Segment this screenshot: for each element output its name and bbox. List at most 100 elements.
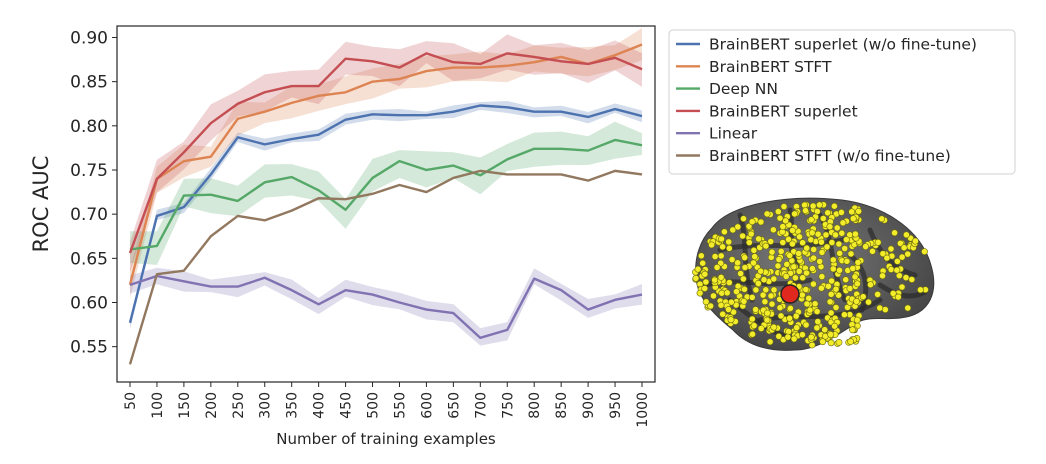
electrode	[779, 223, 787, 230]
electrode	[789, 240, 796, 248]
electrode	[782, 217, 789, 225]
electrode	[770, 275, 778, 283]
electrode	[759, 291, 767, 299]
electrode	[748, 293, 756, 301]
electrode	[887, 245, 895, 253]
electrode	[803, 244, 811, 252]
electrode	[748, 315, 756, 323]
y-tick-label: 0.80	[70, 117, 108, 137]
electrode	[755, 235, 762, 243]
series-lines	[128, 43, 643, 365]
electrode	[777, 312, 785, 320]
x-tick-label: 200	[204, 392, 220, 419]
legend: BrainBERT superlet (w/o fine-tune) BrainB…	[676, 36, 977, 165]
electrode	[869, 247, 876, 255]
electrode	[818, 284, 825, 292]
y-tick-label: 0.90	[70, 28, 108, 48]
electrode	[801, 201, 808, 209]
brain-electrode-inset	[692, 197, 935, 351]
electrode	[775, 256, 783, 263]
electrode	[799, 274, 807, 282]
electrode	[757, 267, 765, 275]
electrode	[792, 274, 799, 282]
electrode	[816, 258, 824, 265]
electrode	[818, 273, 826, 280]
electrode	[802, 321, 810, 329]
electrode	[855, 207, 862, 215]
electrode	[854, 259, 862, 266]
electrode	[763, 316, 771, 324]
electrode	[897, 239, 904, 247]
electrode	[721, 228, 728, 236]
electrode	[829, 256, 837, 264]
x-tick-label: 450	[339, 392, 355, 419]
x-tick-label: 350	[285, 392, 301, 419]
electrode	[727, 316, 735, 324]
series-line	[129, 138, 643, 251]
electrode	[776, 214, 784, 222]
brain-sulcus	[877, 282, 928, 299]
electrode	[903, 231, 910, 239]
electrode	[823, 243, 831, 251]
y-tick-label: 0.70	[70, 205, 108, 225]
electrode	[749, 330, 756, 338]
electrode	[750, 246, 758, 254]
electrode	[727, 298, 735, 306]
electrode	[733, 288, 740, 295]
electrode	[762, 242, 770, 250]
electrode	[718, 235, 725, 243]
electrode	[692, 274, 700, 282]
electrode	[819, 215, 827, 222]
legend-label: BrainBERT superlet	[709, 102, 858, 120]
electrode	[701, 285, 709, 292]
electrode	[827, 309, 835, 317]
electrode	[851, 273, 859, 281]
electrode	[836, 249, 844, 257]
electrode	[747, 230, 755, 238]
electrode	[740, 215, 747, 223]
electrode	[881, 306, 889, 313]
electrode	[832, 285, 840, 293]
electrode	[891, 229, 898, 237]
electrode	[741, 264, 749, 271]
electrode	[779, 239, 787, 246]
electrode	[893, 266, 901, 274]
x-tick-label: 550	[392, 392, 408, 419]
electrode	[723, 289, 731, 297]
electrode	[912, 237, 919, 245]
electrode	[770, 226, 777, 234]
series-line	[128, 104, 643, 324]
electrode	[708, 241, 715, 249]
x-tick-label: 50	[123, 392, 139, 410]
electrode	[792, 312, 800, 320]
x-tick-label: 650	[446, 392, 462, 419]
legend-label: BrainBERT STFT (w/o fine-tune)	[709, 147, 951, 165]
electrode	[809, 265, 816, 272]
electrode	[783, 260, 791, 268]
electrode	[849, 215, 857, 222]
electrode	[879, 250, 887, 258]
electrode	[694, 265, 702, 273]
legend-label: Linear	[709, 125, 758, 143]
electrode	[835, 240, 843, 248]
electrode	[831, 322, 838, 330]
electrode	[734, 259, 741, 267]
electrode	[793, 324, 801, 332]
electrode	[828, 239, 836, 246]
electrode	[770, 286, 778, 294]
x-tick-label: 600	[419, 392, 435, 419]
x-tick-label: 800	[527, 392, 543, 419]
electrode	[805, 294, 813, 302]
electrode	[813, 308, 821, 315]
x-tick-label: 700	[473, 392, 489, 419]
electrode	[894, 257, 901, 265]
electrode	[751, 253, 759, 260]
electrode	[787, 304, 794, 312]
electrode	[711, 276, 719, 284]
electrode	[782, 272, 790, 280]
x-tick-label: 250	[231, 392, 247, 419]
electrode	[767, 238, 775, 245]
electrode	[848, 208, 856, 216]
electrode	[725, 306, 732, 313]
electrode	[807, 333, 815, 341]
